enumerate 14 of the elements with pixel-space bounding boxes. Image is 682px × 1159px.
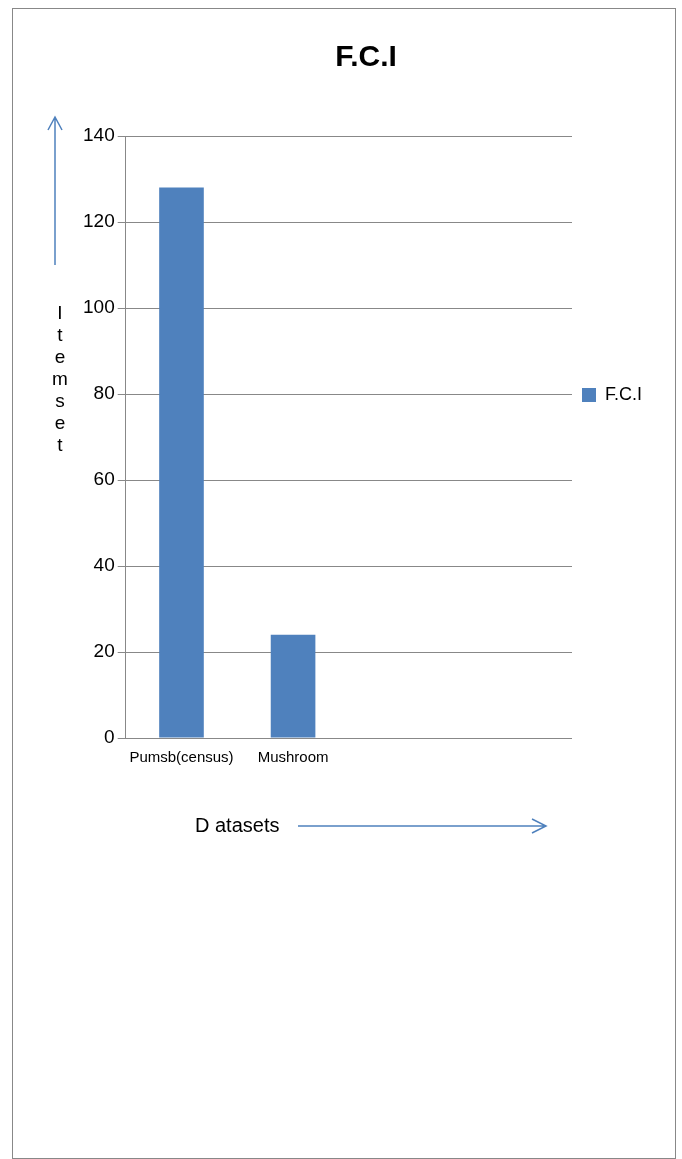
y-axis-title: Itemset: [52, 302, 68, 456]
legend-label: F.C.I: [605, 383, 643, 404]
y-tick-label: 100: [83, 296, 115, 318]
y-tick-label: 80: [93, 382, 115, 404]
chart-title: F.C.I: [335, 39, 397, 73]
y-tick-label: 60: [93, 468, 115, 490]
x-tick-label: Mushroom: [257, 748, 329, 766]
y-tick-label: 0: [104, 726, 115, 748]
y-tick-label: 20: [93, 640, 115, 662]
x-tick-label: Pumsb(census): [129, 748, 234, 766]
y-tick-label: 40: [93, 554, 115, 576]
y-tick-label: 140: [83, 124, 115, 146]
y-tick-label: 120: [83, 210, 115, 232]
x-axis-title: D atasets: [195, 814, 280, 837]
